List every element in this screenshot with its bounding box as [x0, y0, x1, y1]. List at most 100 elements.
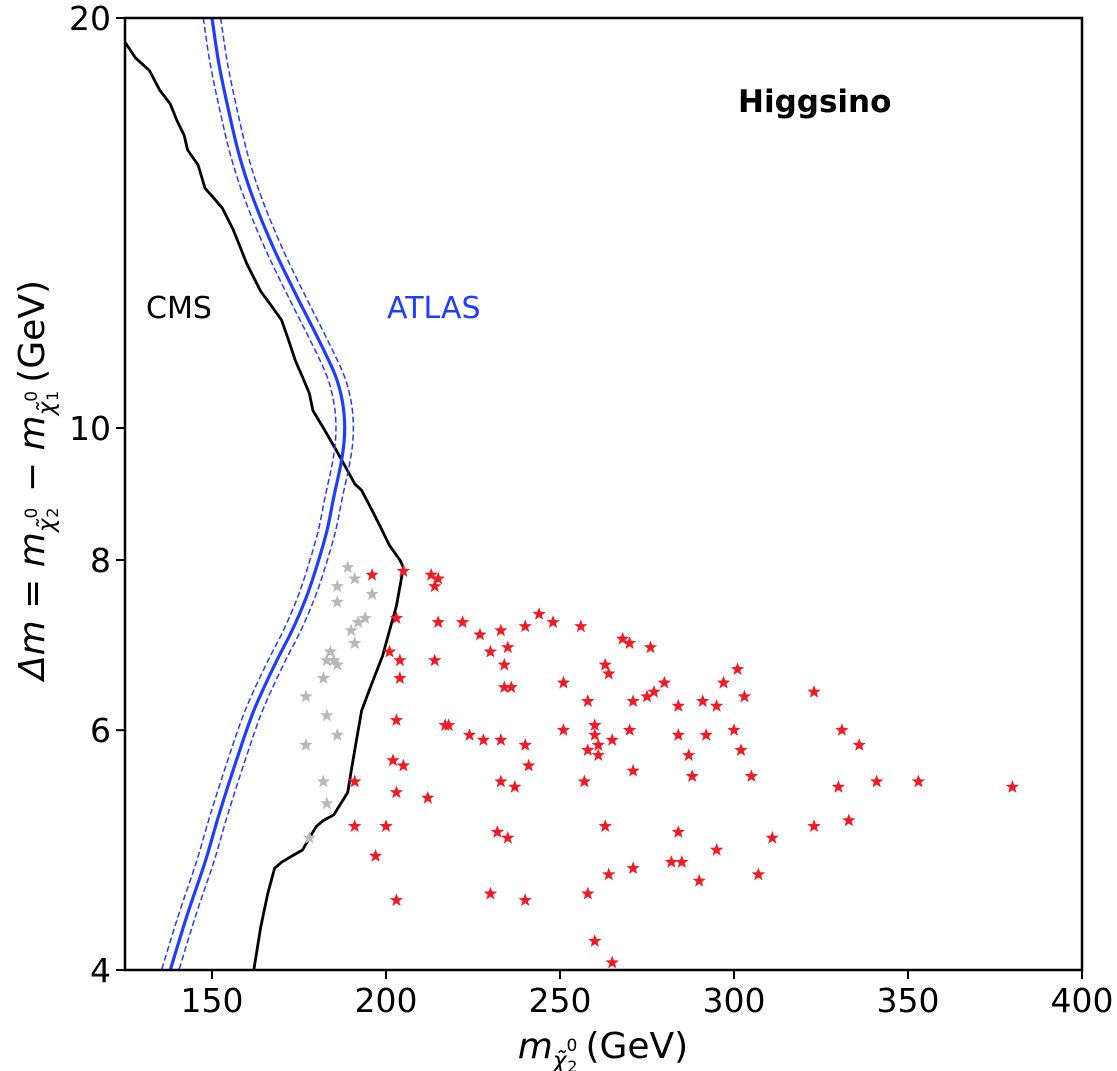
star-point [602, 867, 616, 881]
star-point [497, 657, 511, 671]
star-point [348, 774, 362, 788]
star-point [473, 627, 487, 641]
star-point [591, 738, 605, 751]
x-tick-label: 350 [877, 981, 940, 1020]
star-point [316, 671, 330, 684]
star-point [348, 571, 362, 585]
y-tick-label: 10 [69, 409, 111, 448]
star-point [852, 738, 866, 751]
star-point [299, 689, 313, 703]
star-point [518, 738, 532, 751]
star-point [522, 758, 536, 772]
star-point [327, 653, 341, 667]
atlas-label: ATLAS [387, 291, 481, 326]
star-point [1005, 780, 1020, 793]
star-point [622, 636, 637, 649]
star-point [605, 733, 619, 746]
star-point [671, 728, 685, 741]
star-point [807, 685, 821, 698]
star-point [320, 796, 334, 810]
star-point [581, 694, 595, 707]
star-point [431, 571, 445, 585]
star-point [330, 657, 344, 671]
star-point [501, 640, 515, 654]
cms-label: CMS [146, 291, 212, 326]
star-point [365, 587, 379, 600]
star-point [483, 644, 498, 658]
star-point [393, 653, 407, 667]
y-tick-label: 6 [90, 711, 111, 750]
star-point [664, 855, 678, 868]
star-point [737, 689, 752, 703]
star-point [675, 855, 689, 868]
star-point [421, 791, 435, 804]
star-point [494, 733, 508, 746]
star-point [442, 718, 456, 731]
star-point [494, 623, 508, 637]
star-point [389, 713, 404, 726]
star-point [605, 955, 619, 969]
star-point [556, 723, 571, 736]
star-point [330, 728, 344, 741]
star-point [842, 813, 856, 827]
star-point [320, 708, 334, 722]
star-point [640, 689, 654, 703]
star-point [730, 662, 745, 675]
star-point [348, 819, 362, 832]
star-point [671, 699, 685, 712]
star-point [716, 675, 731, 689]
x-tick-label: 400 [1051, 981, 1114, 1020]
star-point [490, 825, 504, 838]
atlas-uncertainty-line [178, 18, 355, 970]
x-tick-label: 200 [355, 981, 418, 1020]
x-tick-label: 300 [703, 981, 766, 1020]
star-point [671, 825, 685, 838]
star-point [556, 675, 571, 689]
star-point [598, 819, 612, 832]
star-point [393, 671, 407, 684]
star-point [316, 774, 330, 788]
star-point [831, 780, 846, 793]
star-point [389, 611, 404, 624]
star-point [709, 843, 724, 856]
x-tick-label: 250 [529, 981, 592, 1020]
star-point [751, 867, 765, 881]
atlas-uncertainty-line [160, 18, 337, 970]
y-tick-label: 8 [90, 541, 111, 580]
star-point [643, 640, 658, 654]
star-point [518, 619, 532, 633]
star-point [351, 615, 365, 628]
star-point [835, 723, 849, 736]
star-point [588, 934, 602, 947]
star-point [428, 653, 442, 667]
star-point [626, 764, 640, 777]
plot-frame [123, 16, 1084, 972]
star-point [602, 666, 616, 680]
star-point [358, 611, 372, 624]
star-point [588, 728, 602, 741]
star-point [386, 753, 400, 767]
star-point [428, 579, 442, 593]
star-point [365, 568, 379, 581]
star-point [577, 774, 591, 788]
star-point [734, 743, 748, 756]
star-point [396, 564, 411, 577]
star-point [765, 831, 779, 844]
star-point [870, 774, 884, 788]
cms-exclusion-line [125, 41, 405, 970]
star-point [626, 694, 640, 707]
star-point [744, 769, 759, 782]
star-point [382, 644, 397, 658]
star-point [727, 723, 741, 736]
star-point [508, 780, 522, 793]
star-point [299, 738, 313, 751]
y-tick-label: 20 [69, 0, 111, 38]
star-point [302, 831, 317, 844]
star-point [626, 861, 640, 874]
star-point [494, 774, 508, 788]
star-point [462, 728, 477, 741]
star-point [424, 568, 438, 581]
atlas-exclusion-line [168, 18, 347, 970]
star-point [368, 849, 383, 862]
x-axis-label: mχ̃0 2 (GeV) [518, 1026, 688, 1071]
